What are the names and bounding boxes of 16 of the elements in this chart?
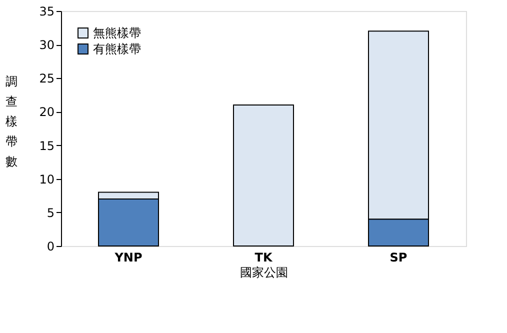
- x-axis-title: 國家公園: [240, 266, 288, 280]
- legend-label: 無熊樣帶: [93, 26, 141, 40]
- y-axis-title: 調查樣帶數: [6, 74, 18, 168]
- x-tick-label: YNP: [114, 250, 142, 264]
- x-tick-label: SP: [390, 250, 408, 264]
- x-tick-label: TK: [254, 250, 273, 264]
- y-tick-label: 15: [39, 138, 54, 153]
- y-tick-label: 30: [39, 38, 54, 52]
- y-tick-label: 0: [46, 240, 54, 254]
- y-tick-label: 10: [39, 172, 54, 186]
- bar: [233, 104, 294, 246]
- y-tick-label: 20: [39, 105, 54, 120]
- y-tick-label: 35: [39, 4, 54, 18]
- legend-label: 有熊樣帶: [93, 42, 141, 56]
- y-tick-label: 25: [39, 72, 54, 86]
- y-tick-label: 5: [46, 206, 54, 220]
